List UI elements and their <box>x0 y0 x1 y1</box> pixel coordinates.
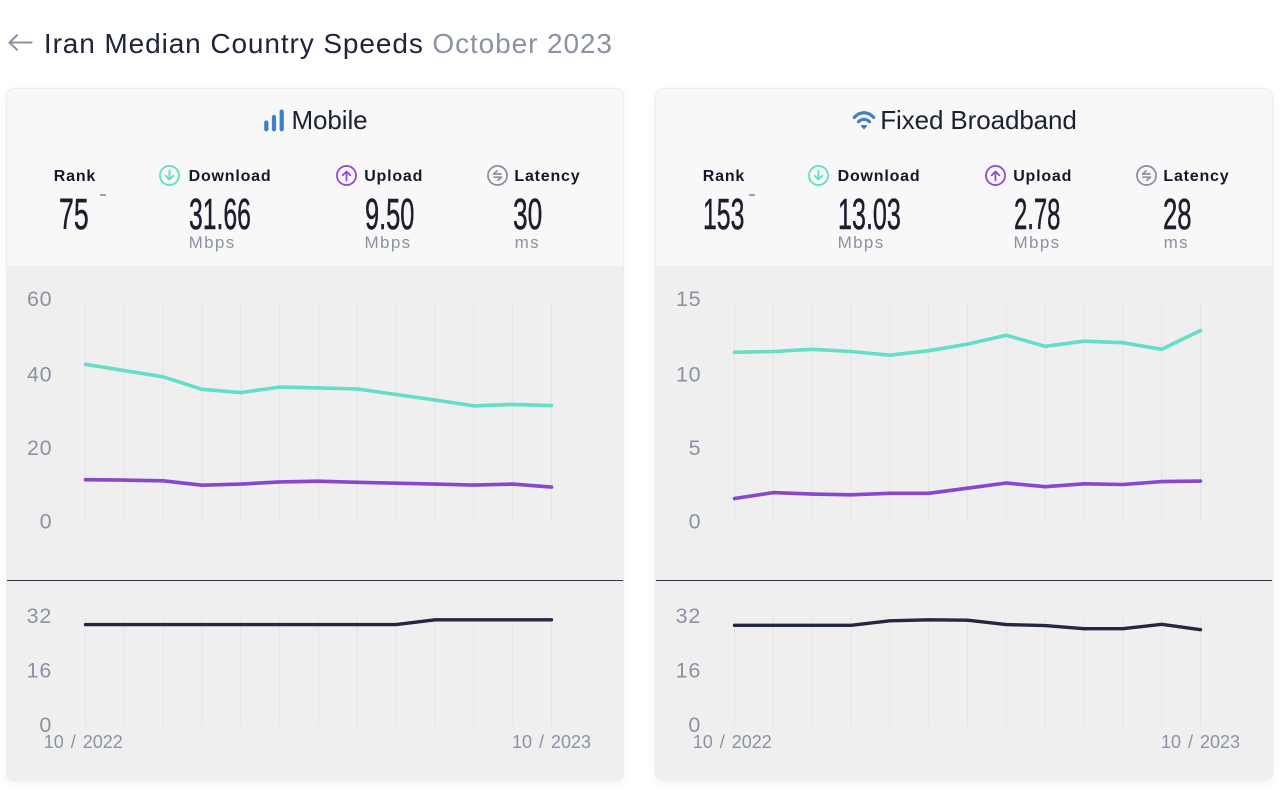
svg-text:5: 5 <box>689 436 702 460</box>
svg-text:10 / 2022: 10 / 2022 <box>693 732 772 752</box>
svg-text:32: 32 <box>676 604 701 628</box>
svg-text:16: 16 <box>676 658 701 682</box>
svg-text:15: 15 <box>676 287 701 311</box>
svg-text:10 / 2023: 10 / 2023 <box>512 732 591 752</box>
svg-text:10: 10 <box>676 362 701 386</box>
svg-text:10 / 2022: 10 / 2022 <box>44 732 123 752</box>
svg-text:0: 0 <box>689 509 702 533</box>
svg-text:16: 16 <box>27 658 52 682</box>
svg-text:0: 0 <box>40 509 53 533</box>
svg-text:40: 40 <box>27 362 52 386</box>
svg-text:0: 0 <box>39 713 52 737</box>
svg-text:10 / 2023: 10 / 2023 <box>1161 732 1240 752</box>
svg-text:20: 20 <box>27 436 52 460</box>
svg-text:0: 0 <box>688 713 701 737</box>
svg-text:60: 60 <box>27 287 52 311</box>
svg-text:32: 32 <box>27 604 52 628</box>
